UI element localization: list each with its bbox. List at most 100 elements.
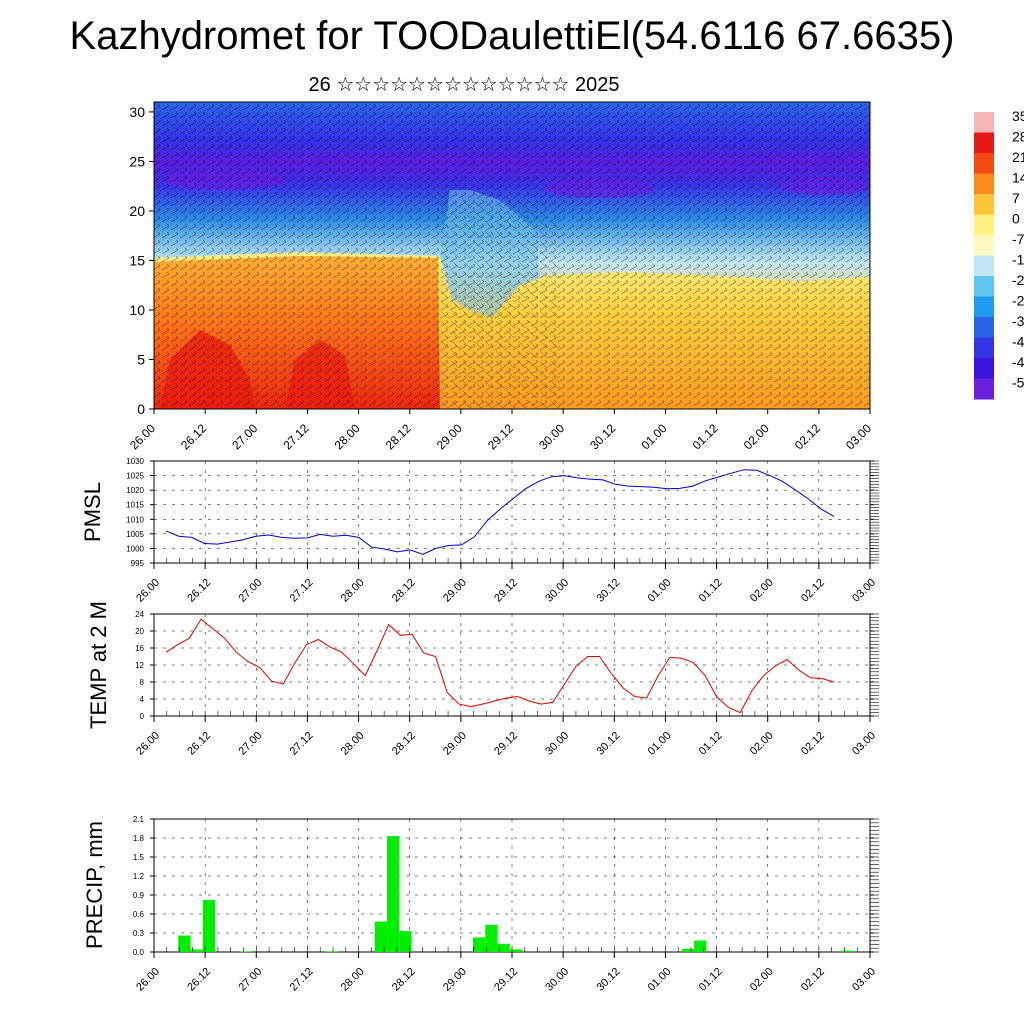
- temp-x-axis: 26.00 26.12 27.00 27.12 28.00 28.12 29.00 29.12…: [134, 711, 878, 758]
- colorbar-label: -4: [1012, 334, 1024, 350]
- x-tick-label: 29.00: [434, 421, 465, 452]
- x-tick-label: 28.00: [339, 966, 367, 994]
- x-tick-label: 26.00: [134, 730, 162, 758]
- y-tick-label: 0: [140, 712, 145, 721]
- x-tick-label: 30.12: [594, 730, 622, 758]
- pmsl-series-line: [165, 469, 835, 555]
- colorbar-label: 28: [1012, 129, 1024, 145]
- x-tick-label: 28.00: [339, 577, 367, 605]
- x-tick-label: 01.12: [697, 730, 725, 758]
- precip-bar: [694, 940, 707, 952]
- x-tick-label: 27.12: [288, 730, 316, 758]
- colorbar-label: 35: [1012, 108, 1024, 124]
- y-tick-label: 20: [129, 203, 145, 219]
- colorbar-label: -4: [1012, 354, 1024, 370]
- wind-barbs-secondary: [440, 200, 560, 409]
- x-tick-label: 28.00: [339, 730, 367, 758]
- colorbar-label: -1: [1012, 252, 1024, 268]
- y-tick-label: 1.8: [133, 834, 145, 843]
- x-tick-label: 27.12: [288, 966, 316, 994]
- cross-section-x-axis: 26.00 26.12 27.00 27.12 28.00 28.12 29.00 29.12…: [127, 409, 874, 452]
- pmsl-axis-label: PMSL: [80, 482, 105, 542]
- colorbar-swatch: [974, 173, 994, 195]
- x-tick-label: 30.12: [594, 966, 622, 994]
- y-tick-label: 30: [129, 104, 145, 120]
- x-tick-label: 27.00: [236, 966, 264, 994]
- y-tick-label: 15: [129, 252, 145, 268]
- colorbar-swatch: [974, 132, 994, 154]
- x-tick-label: 03.00: [850, 730, 878, 758]
- temp-axis-label: TEMP at 2 M: [86, 601, 111, 729]
- x-tick-label: 28.12: [383, 421, 414, 452]
- precip-bar: [190, 949, 203, 952]
- precip-bar: [497, 943, 510, 952]
- y-tick-label: 0.6: [133, 910, 145, 919]
- x-tick-label: 29.12: [492, 577, 520, 605]
- x-tick-label: 29.00: [441, 966, 469, 994]
- x-tick-label: 01.12: [690, 421, 721, 452]
- y-tick-label: 1010: [126, 515, 144, 524]
- x-tick-label: 29.12: [485, 421, 516, 452]
- precip-bar: [473, 937, 486, 952]
- x-tick-label: 29.00: [441, 577, 469, 605]
- cross-section-panel: [154, 102, 870, 409]
- precip-bar: [325, 951, 338, 952]
- x-tick-label: 30.12: [587, 421, 618, 452]
- x-tick-label: 29.00: [441, 730, 469, 758]
- x-tick-label: 01.00: [646, 577, 674, 605]
- y-tick-label: 1.2: [133, 872, 145, 881]
- y-tick-label: 1025: [126, 472, 144, 481]
- precip-bar: [399, 931, 412, 952]
- x-tick-label: 26.12: [185, 577, 213, 605]
- x-tick-label: 28.12: [390, 577, 418, 605]
- colorbar-swatch: [974, 255, 994, 277]
- x-tick-label: 02.00: [748, 730, 776, 758]
- y-tick-label: 16: [135, 644, 144, 653]
- colorbar-label: 14: [1012, 170, 1024, 186]
- x-tick-label: 27.00: [229, 421, 260, 452]
- precip-bar: [374, 921, 388, 952]
- x-tick-label: 02.12: [799, 730, 827, 758]
- cross-section-y-axis: 0 5 10 15 20 25 30: [129, 104, 154, 417]
- pmsl-frame: [153, 460, 871, 564]
- x-tick-label: 26.00: [134, 577, 162, 605]
- y-tick-label: 995: [131, 559, 145, 568]
- y-tick-label: 12: [135, 661, 144, 670]
- precip-y-axis: 0.0 0.3 0.6 0.9 1.2 1.5 1.8 2.1: [133, 815, 879, 957]
- colorbar-label: 21: [1012, 149, 1024, 165]
- colorbar-label: -2: [1012, 272, 1024, 288]
- x-tick-label: 26.12: [178, 421, 209, 452]
- y-tick-label: 1.5: [133, 853, 145, 862]
- y-tick-label: 0.9: [133, 891, 145, 900]
- x-tick-label: 29.12: [492, 730, 520, 758]
- precip-bar: [485, 924, 498, 952]
- precip-bar: [509, 949, 523, 952]
- precip-bar: [239, 951, 252, 952]
- x-tick-label: 30.00: [536, 421, 567, 452]
- x-tick-label: 03.00: [850, 966, 878, 994]
- x-tick-label: 28.12: [390, 966, 418, 994]
- x-tick-label: 02.12: [792, 421, 823, 452]
- temp-y-axis: 0 4 8 12 16 20 24: [135, 610, 879, 721]
- y-tick-label: 2.1: [133, 815, 145, 824]
- x-tick-label: 01.00: [646, 966, 674, 994]
- chart-title: Kazhydromet for TOODaulettiEl(54.6116 67…: [69, 14, 955, 58]
- colorbar-swatch: [974, 235, 994, 256]
- x-tick-label: 03.00: [843, 421, 874, 452]
- colorbar-swatch: [974, 214, 994, 236]
- precip-axis-label: PRECIP, mm: [82, 821, 107, 949]
- x-tick-label: 30.00: [543, 966, 571, 994]
- y-tick-label: 0.0: [133, 948, 145, 957]
- y-tick-label: 1020: [126, 486, 144, 495]
- pmsl-x-axis: 26.00 26.12 27.00 27.12 28.00 28.12 29.00 29.12…: [134, 558, 878, 605]
- colorbar-swatch: [974, 112, 994, 133]
- temp-panel: 0 4 8 12 16 20 24 26.00 26.12 27.00 27.12 28.00 28.…: [86, 601, 879, 758]
- y-tick-label: 20: [135, 627, 144, 636]
- precip-grid: [154, 819, 870, 952]
- precip-x-axis: 26.00 26.12 27.00 27.12 28.00 28.12 29.00 29.12…: [134, 947, 878, 994]
- x-tick-label: 01.00: [638, 421, 669, 452]
- colorbar-swatch: [974, 337, 994, 359]
- y-tick-label: 0: [137, 401, 145, 417]
- pmsl-y-axis: 995 1000 1005 1010 1015 1020 1025 1030: [126, 457, 879, 568]
